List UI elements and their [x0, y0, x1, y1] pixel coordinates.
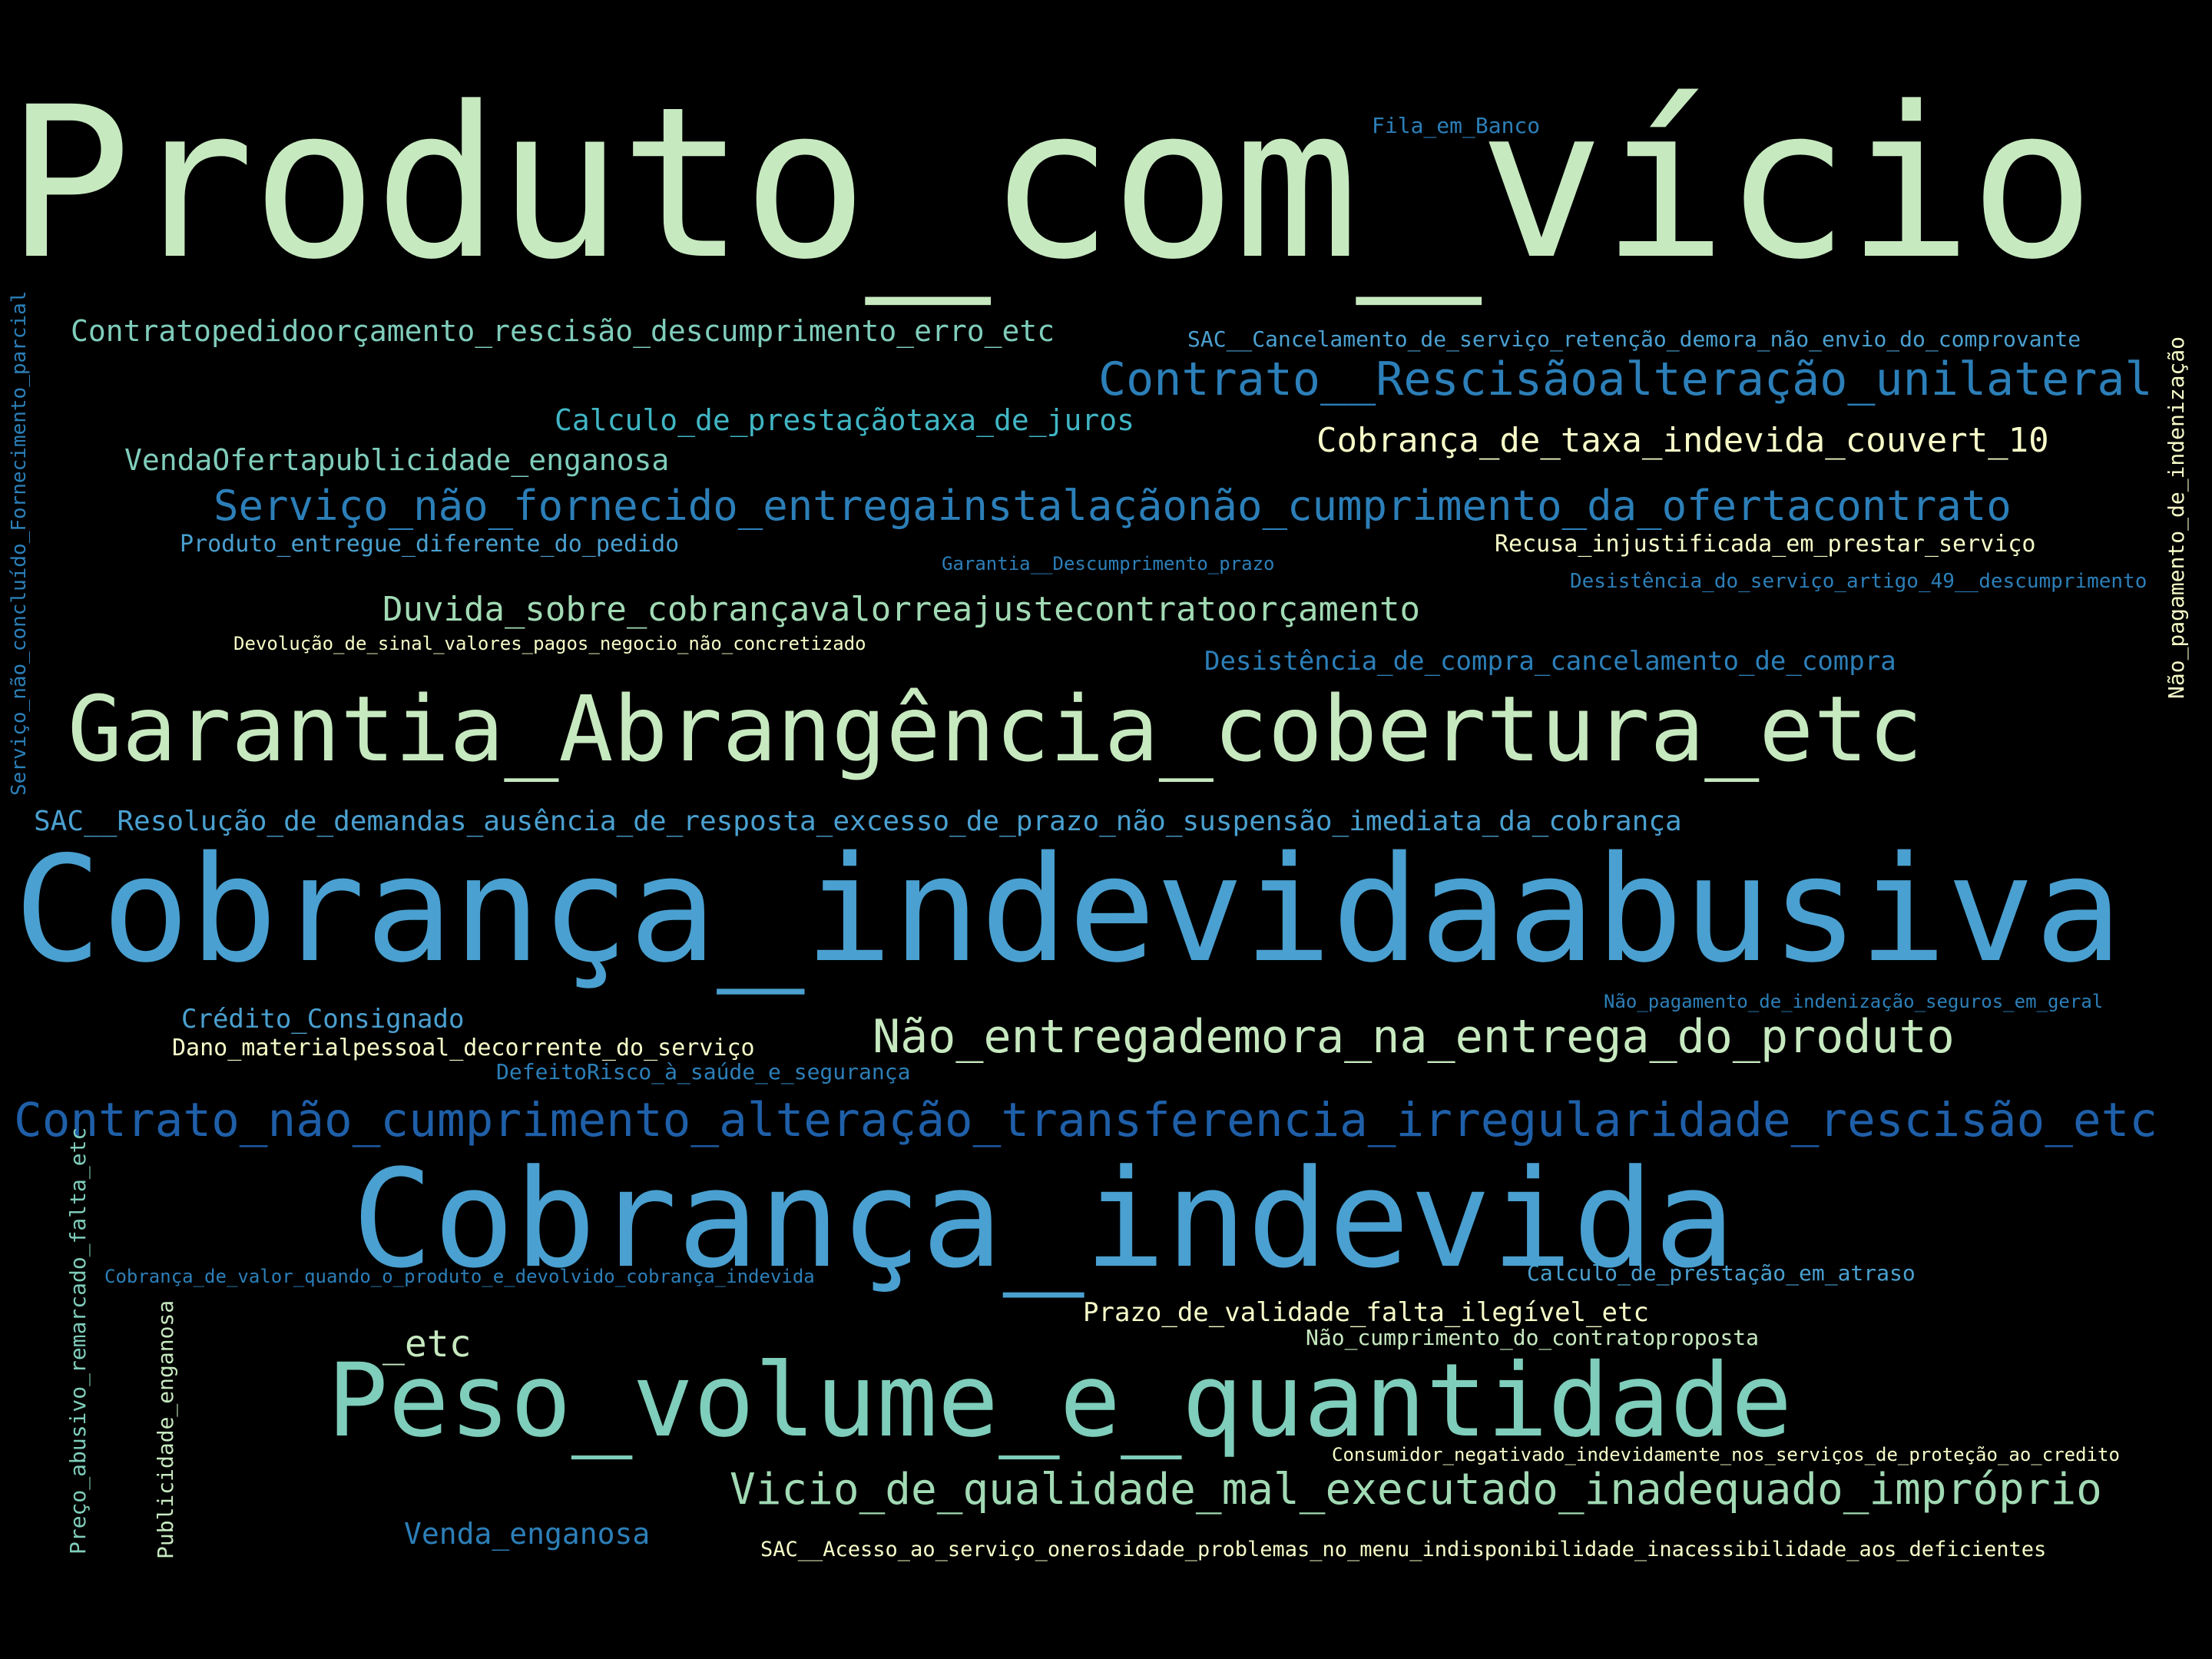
- word-contrato-rescisao-unilateral: Contrato__Rescisãoalteração_unilateral: [1098, 353, 2153, 406]
- word-peso-volume-quantidade: Peso_volume_e_quantidade: [327, 1342, 1793, 1460]
- word-credito-consignado: Crédito_Consignado: [181, 1004, 465, 1035]
- word-servico-nao-concluido: Serviço_não_concluído_Fornecimento_parci…: [8, 290, 31, 796]
- word-duvida-sobre-cobranca: Duvida_sobre_cobrançavalorreajustecontra…: [382, 590, 1421, 629]
- word-garantia-descumprimento-prazo: Garantia__Descumprimento_prazo: [942, 553, 1275, 575]
- word-contratopedido-orcamento: Contratopedidoorçamento_rescisão_descump…: [71, 314, 1055, 348]
- word-desistencia-de-compra: Desistência_de_compra_cancelamento_de_co…: [1204, 646, 1896, 677]
- word-nao-pagamento-seguros: Não_pagamento_de_indenização_seguros_em_…: [1604, 991, 2104, 1012]
- word-nao-cumprimento-contrato: Não_cumprimento_do_contratoproposta: [1306, 1325, 1760, 1350]
- word-servico-nao-fornecido: Serviço_não_fornecido_entregainstalaçãon…: [214, 482, 2012, 530]
- word-nao-entrega-demora: Não_entregademora_na_entrega_do_produto: [873, 1010, 1955, 1064]
- word-desistencia-servico-artigo-49: Desistência_do_serviço_artigo_49__descum…: [1570, 570, 2147, 593]
- word-recusa-injustificada: Recusa_injustificada_em_prestar_serviço: [1495, 531, 2036, 558]
- word-fila-em-banco: Fila_em_Banco: [1372, 113, 1541, 138]
- word-devolucao-de-sinal: Devolução_de_sinal_valores_pagos_negocio…: [233, 633, 866, 654]
- word-sac-resolucao-demandas: SAC__Resolução_de_demandas_ausência_de_r…: [34, 806, 1682, 837]
- word-etc: _etc: [382, 1323, 472, 1366]
- word-cobranca-valor-devolvido: Cobrança_de_valor_quando_o_produto_e_dev…: [104, 1266, 815, 1287]
- word-cobranca-indevidaabusiva: Cobrança_indevidaabusiva: [14, 825, 2123, 995]
- word-contrato-nao-cumprimento: Contrato_não_cumprimento_alteração_trans…: [14, 1093, 2158, 1147]
- word-dano-material-pessoal: Dano_materialpessoal_decorrente_do_servi…: [172, 1035, 755, 1061]
- word-garantia-abrangencia: Garantia_Abrangência_cobertura_etc: [68, 676, 1923, 782]
- word-sac-acesso-servico: SAC__Acesso_ao_serviço_onerosidade_probl…: [760, 1538, 2047, 1561]
- word-venda-enganosa: Venda_enganosa: [404, 1517, 651, 1551]
- word-vicio-de-qualidade: Vicio_de_qualidade_mal_executado_inadequ…: [730, 1465, 2102, 1515]
- word-defeito-risco-saude: DefeitoRisco_à_saúde_e_segurança: [496, 1059, 911, 1084]
- word-calculo-prestacao-atraso: Calculo_de_prestação_em_atraso: [1527, 1260, 1916, 1286]
- word-prazo-de-validade: Prazo_de_validade_falta_ilegível_etc: [1083, 1297, 1649, 1328]
- word-sac-cancelamento: SAC__Cancelamento_de_serviço_retenção_de…: [1187, 326, 2081, 352]
- word-publicidade-enganosa: Publicidade_enganosa: [153, 1300, 178, 1559]
- word-nao-pagamento-indenizacao: Não_pagamento_de_indenização: [2164, 336, 2189, 699]
- word-cobranca-indevida: Cobrança_indevida: [352, 1141, 1736, 1298]
- word-consumidor-negativado: Consumidor_negativado_indevidamente_nos_…: [1332, 1444, 2120, 1465]
- word-venda-oferta-publicidade: VendaOfertapublicidade_enganosa: [124, 443, 670, 477]
- word-produto-entregue-diferente: Produto_entregue_diferente_do_pedido: [180, 531, 680, 558]
- word-produto-com-vicio: Produto_com_vício: [6, 63, 2095, 306]
- word-calculo-prestacao-juros: Calculo_de_prestaçãotaxa_de_juros: [555, 403, 1134, 437]
- word-preco-abusivo: Preço_abusivo_remarcado_falta_etc: [65, 1127, 91, 1555]
- word-cobranca-taxa-couvert: Cobrança_de_taxa_indevida_couvert_10: [1316, 421, 2049, 460]
